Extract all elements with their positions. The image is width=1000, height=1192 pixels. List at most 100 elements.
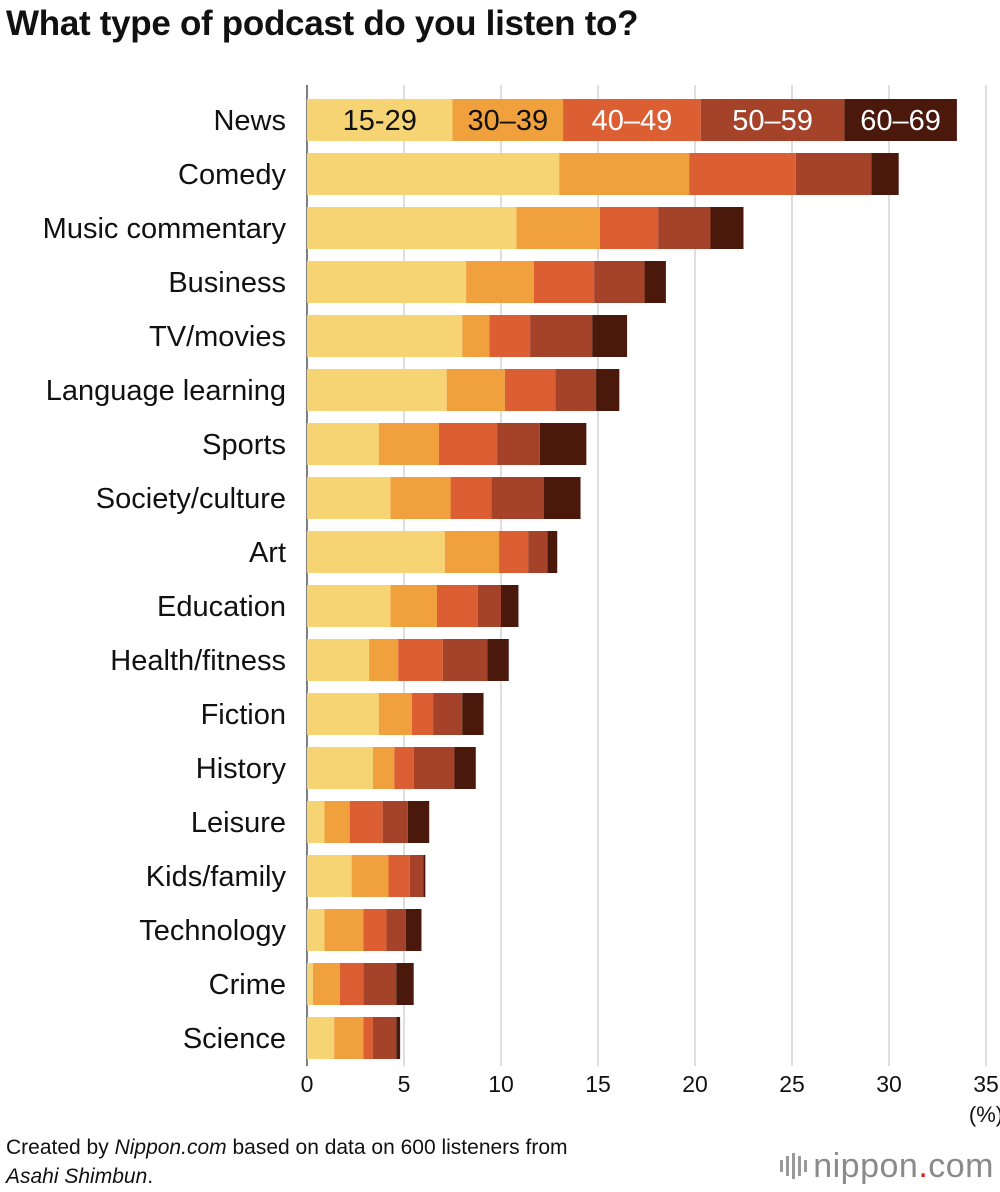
bar-segment: [454, 747, 476, 789]
bar-segment: [307, 369, 447, 411]
bar-segment: [378, 423, 439, 465]
bar-segment: [444, 531, 500, 573]
bar-segment: [307, 909, 325, 951]
category-label: Education: [157, 591, 286, 623]
bar-segment: [533, 261, 595, 303]
category-label: Health/fitness: [110, 645, 286, 677]
bar-segment: [477, 585, 501, 627]
bar-segment: [466, 261, 534, 303]
bar-segment: [547, 531, 558, 573]
bar-segment: [307, 693, 379, 735]
bar-segment: [324, 909, 364, 951]
bar-segment: [530, 315, 593, 357]
category-label: Technology: [139, 915, 286, 947]
source-suffix: .: [147, 1165, 154, 1188]
x-tick-label: 20: [682, 1071, 708, 1097]
bar-segment: [559, 153, 690, 195]
x-axis-ticks: 0 5 10 15 20 25 30 35 (%): [301, 1071, 1000, 1127]
bar-segment: [349, 801, 383, 843]
logo-wordmark: nippon.com: [813, 1147, 994, 1186]
bar-segment: [644, 261, 666, 303]
bar-segment: [324, 801, 350, 843]
source-paper: Asahi Shimbun: [6, 1165, 148, 1188]
bar-segment: [504, 369, 556, 411]
x-tick-label: 25: [779, 1071, 805, 1097]
series-label: 40–49: [592, 105, 673, 137]
stacked-bar-chart: News Comedy Music commentary Business TV/mov…: [43, 85, 1000, 1127]
bar-segment: [844, 99, 957, 141]
bar-segment: [351, 855, 389, 897]
bar-segment: [307, 207, 517, 249]
bar-segment: [388, 855, 410, 897]
logo-bars-icon: [780, 1153, 808, 1179]
bar-segment: [307, 99, 453, 141]
bar-segment: [398, 639, 443, 681]
bar-segment: [596, 369, 620, 411]
category-label: Comedy: [178, 159, 286, 191]
bar-segment: [394, 747, 414, 789]
bar-segment: [382, 801, 408, 843]
category-label: Kids/family: [146, 861, 287, 893]
category-label: Science: [183, 1023, 286, 1055]
bar-segment: [501, 585, 519, 627]
category-label: Fiction: [201, 699, 286, 731]
source-note: Created by Nippon.com based on data on 6…: [6, 1133, 568, 1191]
bar-segment: [378, 693, 412, 735]
bar-segment: [405, 909, 422, 951]
category-labels: News Comedy Music commentary Business TV/mov…: [43, 105, 287, 1055]
x-tick-label: 0: [301, 1071, 314, 1097]
bar-segment: [433, 693, 463, 735]
x-tick-label: 15: [585, 1071, 611, 1097]
bar-segment: [491, 477, 544, 519]
source-prefix: Created by: [6, 1136, 115, 1159]
category-label: Business: [168, 267, 286, 299]
bar-segment: [452, 99, 564, 141]
x-unit-label: (%): [969, 1102, 1000, 1127]
bar-segment: [539, 423, 587, 465]
bar-segment: [307, 963, 313, 1005]
bar-segment: [307, 1017, 335, 1059]
category-label: Leisure: [191, 807, 286, 839]
bar-segment: [411, 693, 434, 735]
series-inline-labels: 15-29 30–39 40–49 50–59 60–69: [343, 105, 941, 137]
bar-segment: [307, 423, 379, 465]
bar-segment: [307, 531, 445, 573]
bar-segment: [658, 207, 711, 249]
bar-segment: [307, 585, 391, 627]
bar-segment: [423, 855, 426, 897]
chart-title: What type of podcast do you listen to?: [6, 4, 639, 43]
bar-segment: [599, 207, 659, 249]
bar-segment: [446, 369, 505, 411]
bar-segment: [307, 801, 325, 843]
bar-segment: [594, 261, 645, 303]
bar-segment: [413, 747, 455, 789]
logo-text-dot: .: [918, 1146, 929, 1185]
series-label: 30–39: [467, 105, 548, 137]
x-tick-label: 10: [488, 1071, 514, 1097]
series-label: 50–59: [732, 105, 813, 137]
category-label: Sports: [202, 429, 286, 461]
bar-segment: [543, 477, 581, 519]
bar-segment: [592, 315, 628, 357]
source-middle: based on data on 600 listeners from: [226, 1136, 568, 1159]
x-tick-label: 5: [398, 1071, 411, 1097]
category-label: News: [213, 105, 286, 137]
bar-segment: [871, 153, 899, 195]
bars: [307, 99, 957, 1059]
bar-segment: [390, 585, 437, 627]
category-label: Music commentary: [43, 213, 287, 245]
nippon-logo: nippon.com: [780, 1146, 994, 1186]
bar-segment: [307, 639, 370, 681]
bar-segment: [689, 153, 796, 195]
bar-segment: [372, 747, 395, 789]
bar-segment: [307, 153, 560, 195]
bar-segment: [442, 639, 488, 681]
bar-segment: [516, 207, 600, 249]
series-label: 15-29: [343, 105, 417, 137]
category-label: Crime: [209, 969, 286, 1001]
bar-segment: [307, 261, 467, 303]
bar-segment: [339, 963, 364, 1005]
bar-segment: [462, 693, 484, 735]
category-label: History: [196, 753, 287, 785]
bar-segment: [489, 315, 531, 357]
